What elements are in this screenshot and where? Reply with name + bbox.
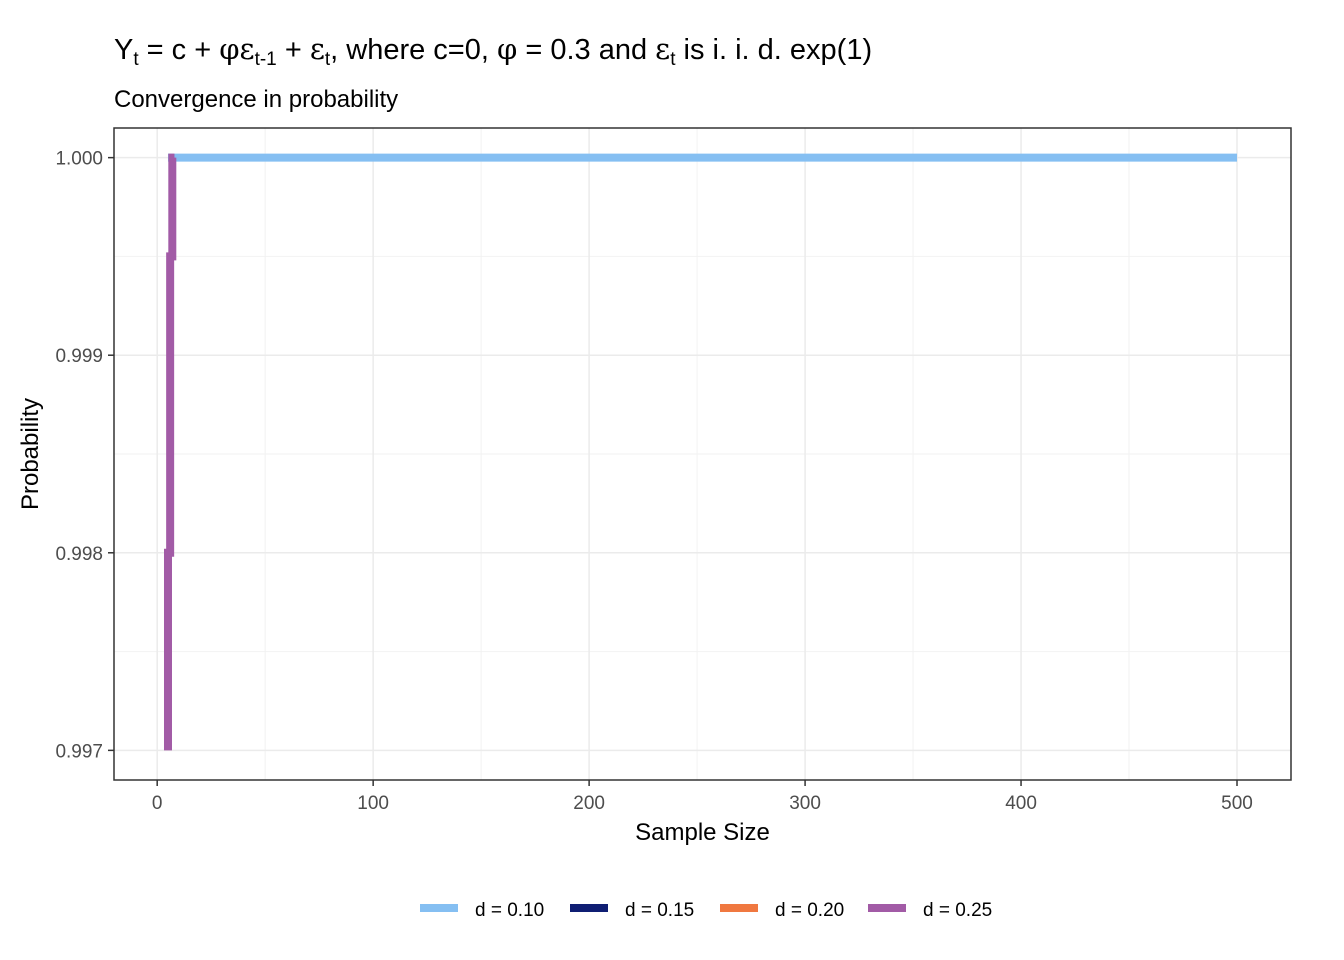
x-tick-label: 500 xyxy=(1221,793,1253,814)
x-tick-label: 300 xyxy=(789,793,821,814)
y-tick-label: 1.000 xyxy=(55,149,103,170)
grid-minor xyxy=(114,128,1291,780)
x-axis-title: Sample Size xyxy=(635,819,770,846)
series-line-3 xyxy=(163,153,177,751)
y-tick-label: 0.998 xyxy=(55,544,103,565)
y-axis: 0.997 0.998 0.999 1.000 xyxy=(55,149,114,762)
y-tick-label: 0.999 xyxy=(55,346,103,367)
y-tick-label: 0.997 xyxy=(55,741,103,762)
chart-subtitle: Convergence in probability xyxy=(114,86,399,113)
x-axis: 0 100 200 300 400 500 xyxy=(152,780,1253,814)
legend-label-0: d = 0.10 xyxy=(475,900,544,921)
legend-label-2: d = 0.20 xyxy=(775,900,844,921)
x-tick-label: 100 xyxy=(357,793,389,814)
legend-label-1: d = 0.15 xyxy=(625,900,694,921)
x-tick-label: 200 xyxy=(573,793,605,814)
y-axis-title: Probability xyxy=(17,398,44,510)
legend: d = 0.10 d = 0.15 d = 0.20 d = 0.25 xyxy=(420,900,992,921)
x-tick-label: 0 xyxy=(152,793,163,814)
chart-title: Yt = c + φεt-1 + εt, where c=0, φ = 0.3 … xyxy=(114,32,873,70)
legend-label-3: d = 0.25 xyxy=(923,900,992,921)
series-layer xyxy=(163,153,1238,751)
x-tick-label: 400 xyxy=(1005,793,1037,814)
panel-border xyxy=(113,127,1292,781)
